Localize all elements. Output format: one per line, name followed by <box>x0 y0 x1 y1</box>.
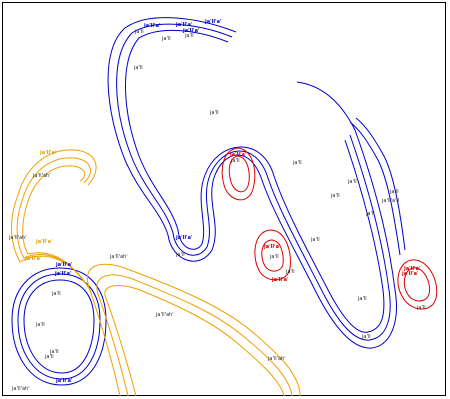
point-label: ja'll <box>134 29 144 35</box>
point-label: ja'll <box>175 252 185 258</box>
red-labels: ja'll'a' ja'll'a' ja'll'a' ja'll'a' ja'l… <box>229 152 421 283</box>
label-orange-2: ja'll'a' <box>35 239 53 245</box>
point-label: ja'll <box>35 322 45 328</box>
point-labels-ah: ja'll'ah' ja'll'ah' ja'll'ah' ja'll'ah' … <box>8 173 286 392</box>
label-blue-3: ja'll'a' <box>175 22 193 28</box>
blue-labels: ja'll'a' ja'll'a' ja'll'a' ja'll'a' ja'l… <box>54 19 222 384</box>
label-blue-5: ja'll'a' <box>175 235 193 241</box>
label-red-3: ja'll'a' <box>271 277 289 283</box>
orange-contours <box>11 149 301 397</box>
red-contours <box>221 147 438 310</box>
point-label: ja'll <box>357 296 367 302</box>
label-blue-6: ja'll'a' <box>55 262 73 268</box>
point-label: ja'll <box>161 36 171 42</box>
label-blue-2: ja'll'a' <box>204 19 222 25</box>
label-red-4: ja'll'a' <box>403 266 421 272</box>
point-label-ah: ja'll'ah' <box>267 356 286 362</box>
orange-labels: ja'll'a' ja'll'a' ja'll'a' <box>24 150 57 262</box>
point-label: ja'll <box>51 291 61 297</box>
point-label-ah: ja'll'ah' <box>8 235 27 241</box>
point-label: ja'll <box>184 33 194 39</box>
point-label: ja'll <box>49 349 59 355</box>
blue-contour-oval <box>11 267 107 386</box>
point-label: ja'll <box>389 189 399 195</box>
label-red-5: ja'll'a' <box>401 271 419 277</box>
label-blue-7: ja'll'a' <box>54 271 72 277</box>
point-label-ah: ja'll'ah' <box>32 173 51 179</box>
point-label: ja'll <box>230 158 240 164</box>
label-orange-1: ja'll'a' <box>39 150 57 156</box>
point-label-ah: ja'll'ah' <box>109 254 128 260</box>
point-label: ja'll <box>347 179 357 185</box>
point-label: ja'll <box>292 160 302 166</box>
label-orange-3: ja'll'a' <box>24 256 42 262</box>
point-label: ja'll <box>310 237 320 243</box>
point-label: ja'll'a'll <box>381 198 399 204</box>
label-blue-8: ja'll'a' <box>55 378 73 384</box>
point-label: ja'll <box>330 193 340 199</box>
label-red-2: ja'll'a' <box>263 244 281 250</box>
point-label: ja'll <box>269 254 279 260</box>
point-label: ja'll <box>416 305 426 311</box>
label-red-1: ja'll'a' <box>229 152 247 158</box>
point-label: ja'll <box>361 334 371 340</box>
point-label: ja'll <box>365 211 375 217</box>
point-labels: ja'll ja'll ja'll ja'll ja'll ja'll ja'l… <box>35 29 426 360</box>
blue-contour-main <box>107 17 406 349</box>
label-blue-1: ja'll'a' <box>143 23 161 29</box>
label-blue-4: ja'll'a' <box>182 28 200 34</box>
point-label-ah: ja'll'ah' <box>11 386 30 392</box>
point-label: ja'll <box>133 65 143 71</box>
point-label: ja'll <box>209 110 219 116</box>
point-label-ah: ja'll'ah' <box>155 312 174 318</box>
point-label: ja'll <box>285 269 295 275</box>
point-label: ja'll <box>44 354 54 360</box>
